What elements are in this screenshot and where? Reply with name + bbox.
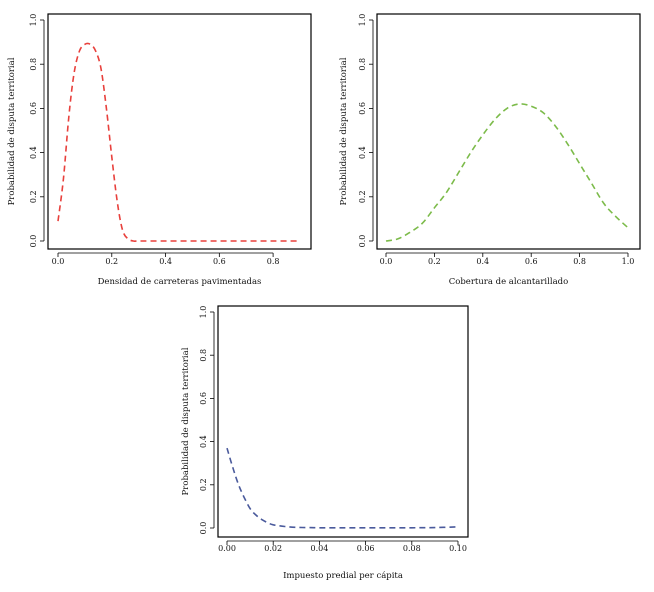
y-tick-label: 0.6 [358,102,367,115]
y-tick-label: 0.8 [358,58,367,71]
x-tick-label: 0.06 [357,544,375,553]
y-tick-label: 0.2 [29,190,38,203]
y-axis-label: Probabilidad de disputa territorial [181,347,191,495]
x-tick-label: 0.00 [218,544,236,553]
x-axis-label: Impuesto predial per cápita [283,570,403,581]
plot-frame [47,13,312,250]
x-tick-label: 0.6 [213,257,226,266]
y-tick-label: 0.0 [358,235,367,248]
y-axis-label: Probabilidad de disputa territorial [7,57,17,205]
y-axis-label: Probabilidad de disputa territorial [339,57,349,205]
x-tick-label: 0.6 [525,257,538,266]
x-tick-label: 0.4 [476,257,489,266]
x-tick-label: 0.08 [403,544,421,553]
y-tick-label: 0.4 [199,435,208,448]
y-tick-label: 1.0 [358,14,367,27]
y-tick-label: 0.6 [199,392,208,405]
x-tick-label: 0.4 [159,257,172,266]
x-tick-label: 0.2 [105,257,118,266]
chart-panel-2: 0.0 0.2 0.4 0.6 0.8 1.0 0.0 0.2 0.4 0.6 0.8 1.0 Cobe… [339,13,641,287]
x-tick-label: 0.8 [573,257,586,266]
x-tick-label: 1.0 [622,257,635,266]
y-tick-label: 0.8 [199,349,208,362]
y-tick-label: 1.0 [29,14,38,27]
x-axis-label: Cobertura de alcantarillado [449,277,568,287]
y-tick-label: 0.2 [358,190,367,203]
y-tick-label: 0.8 [29,58,38,71]
x-tick-label: 0.0 [52,257,65,266]
x-tick-label: 0.2 [428,257,441,266]
series-line [385,103,629,242]
y-tick-label: 0.6 [29,102,38,115]
y-tick-label: 1.0 [199,306,208,319]
series-line [57,42,300,242]
chart-panel-1: 0.0 0.2 0.4 0.6 0.8 0.0 0.2 0.4 0.6 0.8 1.0 Densida… [7,13,312,287]
x-tick-label: 0.0 [380,257,393,266]
x-tick-label: 0.10 [449,544,467,553]
chart-panel-3: 0.00 0.02 0.04 0.06 0.08 0.10 0.0 0.2 0.4 0.6 0.8 1… [181,305,469,581]
plot-frame [217,305,469,538]
series-line [226,447,459,529]
y-tick-label: 0.0 [199,522,208,535]
x-tick-label: 0.02 [264,544,282,553]
x-axis-label: Densidad de carreteras pavimentadas [98,277,262,287]
y-tick-label: 0.2 [199,478,208,491]
plot-frame [376,13,641,250]
x-tick-label: 0.04 [310,544,328,553]
x-tick-label: 0.8 [267,257,280,266]
y-tick-label: 0.4 [29,146,38,159]
y-tick-label: 0.0 [29,235,38,248]
y-tick-label: 0.4 [358,146,367,159]
